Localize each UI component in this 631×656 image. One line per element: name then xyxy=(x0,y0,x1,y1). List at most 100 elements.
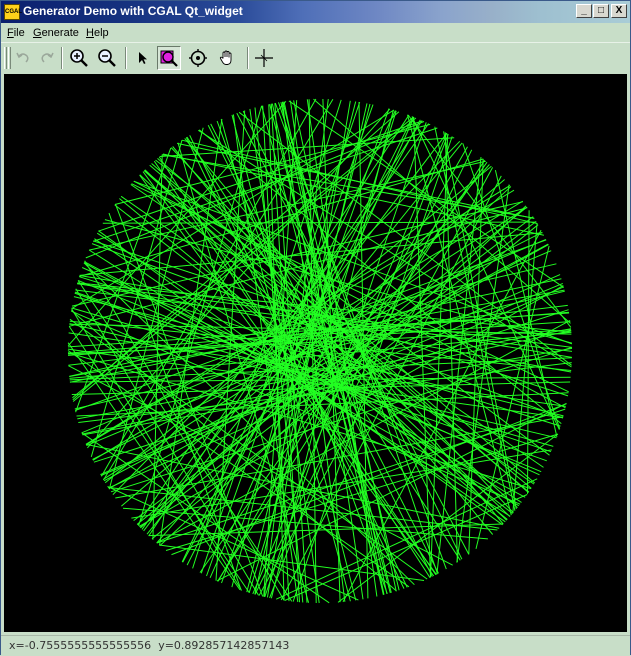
segment-line xyxy=(130,184,544,468)
minimize-button[interactable]: _ xyxy=(576,4,592,18)
segment-line xyxy=(114,204,513,514)
segment-line xyxy=(434,126,516,511)
segment-line xyxy=(67,311,570,354)
segment-line xyxy=(238,111,572,366)
drawing-canvas[interactable] xyxy=(4,74,627,632)
window-title: Generator Demo with CGAL Qt_widget xyxy=(23,4,243,18)
segment-line xyxy=(156,319,571,544)
segment-line xyxy=(108,212,242,591)
title-bar[interactable]: CGAL Generator Demo with CGAL Qt_widget … xyxy=(1,1,630,23)
segment-line xyxy=(96,232,522,503)
segment-line xyxy=(283,101,385,595)
undo-button[interactable] xyxy=(11,46,35,70)
segment-line xyxy=(156,164,490,544)
segment-line xyxy=(456,184,510,563)
segment-line xyxy=(81,432,330,604)
segment-line xyxy=(254,107,304,603)
zoom-rect-button[interactable] xyxy=(157,46,181,70)
segment-line xyxy=(92,127,438,242)
redo-button[interactable] xyxy=(35,46,59,70)
segment-line xyxy=(70,310,397,592)
zoom-out-button[interactable] xyxy=(95,46,119,70)
segment-line xyxy=(77,282,572,333)
segment-line xyxy=(81,238,547,434)
segment-line xyxy=(413,116,431,578)
segment-line xyxy=(137,114,410,526)
segment-line xyxy=(198,129,562,424)
segment-line xyxy=(436,157,482,575)
segment-line xyxy=(280,175,502,601)
segment-line xyxy=(69,318,428,580)
segment-line xyxy=(83,262,520,507)
segment-line xyxy=(107,486,359,601)
segment-line xyxy=(443,131,517,510)
segments-plot xyxy=(67,98,573,604)
segment-line xyxy=(100,98,317,477)
arrow-pointer-icon xyxy=(139,52,147,64)
segment-line xyxy=(73,296,564,417)
status-bar: x=-0.7555555555555556 y=0.89285714285714… xyxy=(1,635,630,656)
segment-line xyxy=(278,102,438,575)
zoom-in-icon xyxy=(70,49,88,67)
segment-line xyxy=(146,142,463,535)
select-button[interactable] xyxy=(131,46,155,70)
segment-line xyxy=(271,103,384,596)
segment-line xyxy=(138,105,263,527)
menu-bar: File Generate Help xyxy=(1,23,630,42)
segment-line xyxy=(75,289,573,352)
menu-file[interactable]: File xyxy=(7,27,25,39)
segment-line xyxy=(177,142,310,603)
segment-line xyxy=(282,101,400,591)
segment-line xyxy=(79,232,543,276)
toolbar-grip[interactable] xyxy=(4,47,7,69)
segment-line xyxy=(293,100,397,592)
segment-line xyxy=(207,124,433,577)
segment-line xyxy=(82,347,573,436)
segment-line xyxy=(114,203,264,597)
segment-line xyxy=(108,487,498,531)
cgal-app-icon[interactable]: CGAL xyxy=(4,4,22,20)
segment-line xyxy=(264,122,427,598)
segment-line xyxy=(120,195,535,485)
segment-line xyxy=(108,244,549,490)
segment-line xyxy=(261,105,391,594)
zoom-in-button[interactable] xyxy=(67,46,91,70)
toolbar-separator xyxy=(61,47,63,69)
toolbar xyxy=(1,42,630,73)
segment-line xyxy=(77,280,293,602)
maximize-button[interactable]: □ xyxy=(593,4,609,18)
segment-line xyxy=(430,133,449,578)
segment-line xyxy=(156,408,566,544)
axes-button[interactable] xyxy=(252,46,276,70)
zoom-rect-icon xyxy=(160,50,178,67)
segment-line xyxy=(236,112,470,555)
segment-line xyxy=(288,100,565,288)
segment-line xyxy=(209,116,415,579)
segment-line xyxy=(151,224,539,540)
segment-line xyxy=(198,129,572,368)
segment-line xyxy=(102,206,528,480)
segment-line xyxy=(131,449,552,519)
undo-icon xyxy=(16,52,29,63)
close-button[interactable]: X xyxy=(611,4,627,18)
segment-line xyxy=(221,108,390,584)
segment-line xyxy=(77,328,572,420)
segment-line xyxy=(140,186,512,529)
segment-line xyxy=(159,205,527,546)
menu-help[interactable]: Help xyxy=(86,27,109,39)
segment-line xyxy=(133,180,566,409)
segment-line xyxy=(75,147,172,413)
toolbar-grip[interactable] xyxy=(8,47,11,69)
x-coordinate-value: -0.7555555555555556 xyxy=(24,639,152,652)
segment-line xyxy=(159,137,455,157)
hand-icon xyxy=(219,50,232,65)
segment-line xyxy=(84,260,285,601)
segment-line xyxy=(468,158,484,555)
toolbar-separator xyxy=(247,47,249,69)
pan-button[interactable] xyxy=(215,46,239,70)
segment-line xyxy=(248,110,397,593)
focus-button[interactable] xyxy=(186,46,210,70)
segment-line xyxy=(200,101,361,574)
menu-generate[interactable]: Generate xyxy=(33,27,79,39)
